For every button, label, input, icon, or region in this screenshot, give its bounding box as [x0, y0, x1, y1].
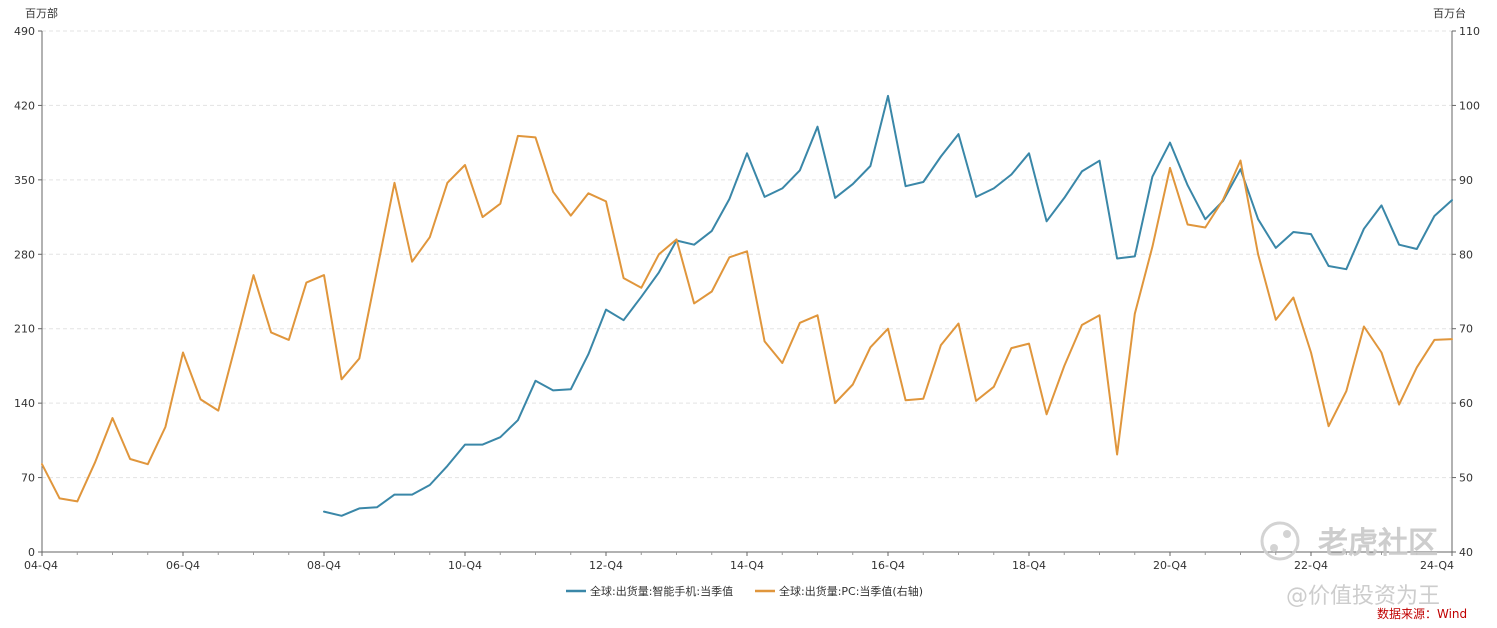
left-tick-label: 280 — [14, 248, 35, 261]
left-tick-label: 490 — [14, 25, 35, 38]
series-lines — [41, 94, 1453, 517]
left-axis-unit: 百万部 — [25, 6, 58, 20]
x-tick-label: 22-Q4 — [1294, 559, 1328, 572]
watermark: 老虎社区 @价值投资为王 — [1260, 521, 1440, 609]
right-tick-label: 90 — [1459, 174, 1473, 187]
legend-label-smartphone: 全球:出货量:智能手机:当季值 — [590, 584, 733, 598]
left-tick-label: 0 — [28, 546, 35, 559]
right-tick-label: 100 — [1459, 99, 1480, 112]
left-tick-label: 350 — [14, 174, 35, 187]
series-line-smartphone — [323, 94, 1453, 517]
watermark-author-text: @价值投资为王 — [1286, 584, 1440, 609]
x-axis: 04-Q4 06-Q4 08-Q4 10-Q4 12-Q4 14-Q4 16-Q4 18-Q4… — [24, 551, 1454, 572]
watermark-site-text: 老虎社区 — [1318, 526, 1438, 561]
x-tick-label: 08-Q4 — [307, 559, 341, 572]
right-axis: 40 50 60 70 80 90 100 110 — [1451, 25, 1480, 559]
right-tick-label: 60 — [1459, 397, 1473, 410]
x-tick-label: 14-Q4 — [730, 559, 764, 572]
right-tick-label: 50 — [1459, 472, 1473, 485]
right-tick-label: 70 — [1459, 323, 1473, 336]
x-tick-label: 12-Q4 — [589, 559, 623, 572]
left-tick-label: 420 — [14, 99, 35, 112]
x-tick-label: 18-Q4 — [1012, 559, 1046, 572]
left-tick-label: 210 — [14, 323, 35, 336]
x-tick-label: 04-Q4 — [24, 559, 58, 572]
right-tick-label: 110 — [1459, 25, 1480, 38]
x-tick-label: 20-Q4 — [1153, 559, 1187, 572]
x-tick-label: 16-Q4 — [871, 559, 905, 572]
left-axis: 0 70 140 210 280 350 420 490 — [14, 25, 43, 559]
x-tick-label: 24-Q4 — [1420, 559, 1454, 572]
legend[interactable]: 全球:出货量:智能手机:当季值 全球:出货量:PC:当季值(右轴) — [566, 584, 923, 598]
right-tick-label: 80 — [1459, 248, 1473, 261]
x-tick-label: 06-Q4 — [166, 559, 200, 572]
series-line-pc — [41, 134, 1453, 503]
x-tick-label: 10-Q4 — [448, 559, 482, 572]
watermark-logo-icon — [1260, 521, 1300, 561]
left-tick-label: 140 — [14, 397, 35, 410]
right-tick-label: 40 — [1459, 546, 1473, 559]
left-tick-label: 70 — [21, 472, 35, 485]
right-axis-unit: 百万台 — [1433, 6, 1466, 20]
gridlines — [42, 30, 1452, 479]
source-note: 数据来源：Wind — [1377, 606, 1467, 621]
legend-label-pc: 全球:出货量:PC:当季值(右轴) — [779, 584, 923, 598]
